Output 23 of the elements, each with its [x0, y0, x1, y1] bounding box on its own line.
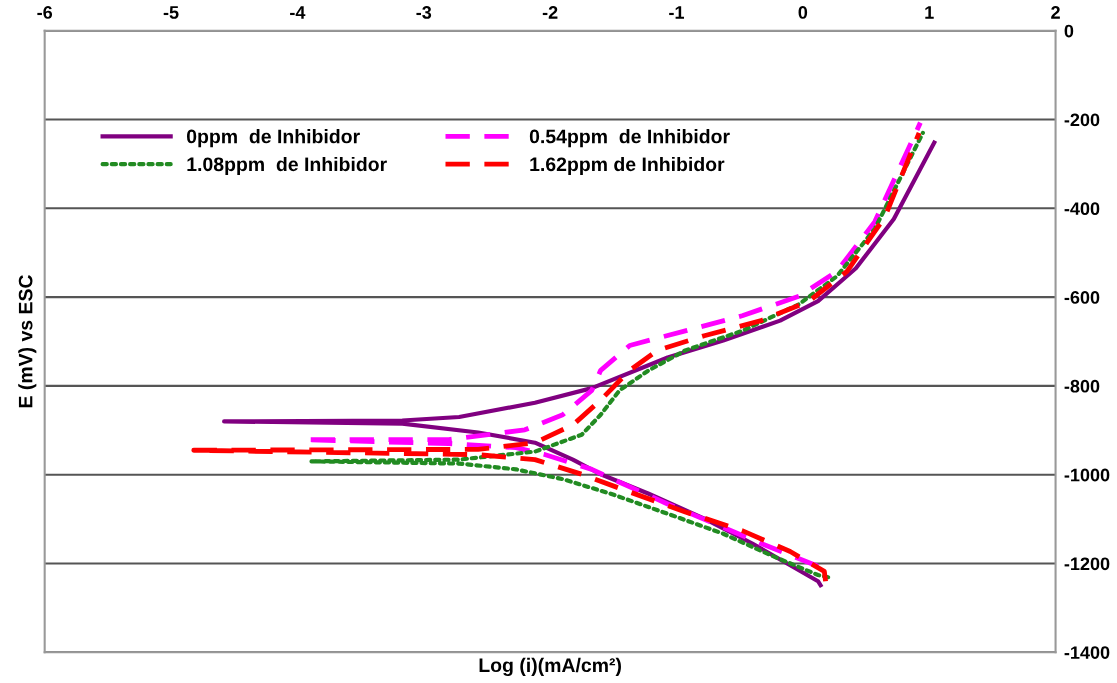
y-tick-label: -600	[1064, 291, 1100, 304]
x-tick-label: 0	[798, 6, 808, 19]
legend-label: 0ppm de Inhibidor	[187, 129, 360, 148]
y-tick-label: -1200	[1064, 557, 1110, 571]
x-tick-label: -6	[37, 6, 53, 19]
y-tick-label: -200	[1064, 113, 1100, 127]
y-tick-label: -400	[1064, 202, 1100, 216]
x-tick-label: -5	[163, 6, 179, 19]
x-tick-label: 2	[1051, 6, 1060, 19]
x-axis-title: Log (i)(mA/cm²)	[479, 657, 621, 677]
y-tick-label: -1000	[1064, 468, 1110, 482]
x-tick-label: 1	[925, 6, 934, 19]
y-tick-label: -1400	[1064, 646, 1110, 659]
legend-label: 1.62ppm de Inhibidor	[530, 156, 725, 176]
x-tick-label: -4	[290, 6, 306, 19]
legend-label: 1.08ppm de Inhibidor	[187, 156, 387, 176]
x-tick-label: -2	[542, 6, 558, 19]
y-tick-label: -800	[1064, 379, 1100, 393]
y-axis-title: E (mV) vs ESC	[18, 275, 37, 408]
x-tick-label: -1	[669, 6, 685, 19]
legend-label: 0.54ppm de Inhibidor	[529, 129, 730, 148]
x-tick-label: -3	[416, 6, 432, 19]
y-tick-label: 0	[1064, 24, 1074, 38]
